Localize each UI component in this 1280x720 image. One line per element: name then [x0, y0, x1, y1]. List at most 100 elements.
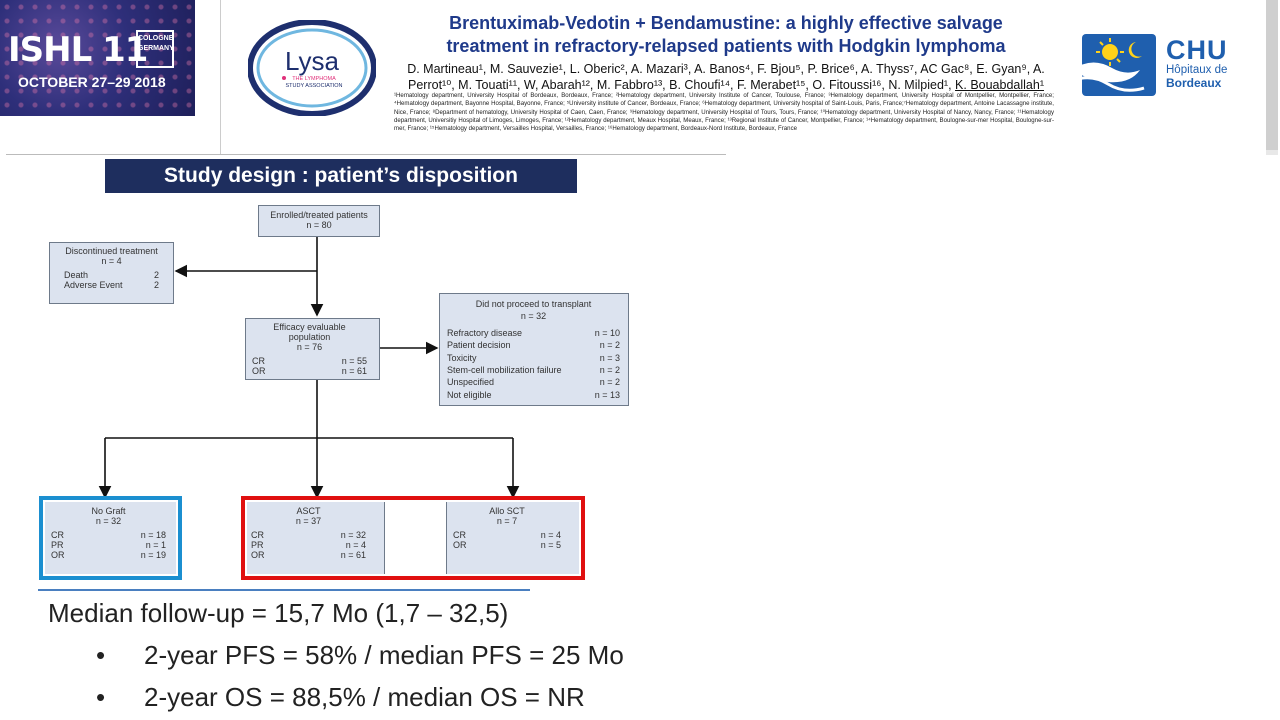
discontinued-row: Death 2 [64, 270, 159, 280]
row-value: 2 [153, 270, 159, 280]
asct-row: PR n = 4 [251, 540, 366, 550]
enrolled-box: Enrolled/treated patients n = 80 [258, 205, 380, 237]
conference-dates: OCTOBER 27–29 2018 [18, 74, 166, 90]
no-transplant-row: Stem-cell mobilization failure n = 2 [447, 364, 620, 376]
row-label: Adverse Event [64, 280, 123, 290]
author-line-2-text: Perrot¹⁰, M. Touati¹¹, W, Abarah¹², M. F… [408, 78, 952, 92]
row-label: PR [51, 540, 64, 550]
result-bullet: • 2-year PFS = 58% / median PFS = 25 Mo [96, 640, 624, 671]
allo-row: OR n = 5 [453, 540, 561, 550]
author-line-1: D. Martineau¹, M. Sauvezie¹, L. Oberic²,… [407, 62, 1045, 76]
chu-line-2: Bordeaux [1166, 76, 1222, 90]
chu-name: CHU [1166, 35, 1228, 65]
lysa-tagline-2: STUDY ASSOCIATION [286, 83, 343, 89]
efficacy-label: Efficacy evaluable population [273, 322, 346, 342]
cropped-ruler-strip [6, 154, 726, 161]
no-transplant-box: Did not proceed to transplant n = 32 Ref… [439, 293, 629, 406]
asct-label: ASCT [296, 506, 321, 516]
decorative-dots [0, 0, 195, 116]
row-label: Unspecified [447, 377, 495, 388]
row-value: n = 10 [594, 327, 620, 338]
allo-sct-box: Allo SCT n = 7 CR n = 4 OR n = 5 [446, 502, 579, 574]
poster-title-line-1: Brentuximab-Vedotin + Bendamustine: a hi… [449, 13, 1003, 33]
asct-row: CR n = 32 [251, 530, 366, 540]
conference-country: GERMANY [138, 45, 174, 52]
discontinued-box: Discontinued treatment n = 4 Death 2 Adve… [49, 242, 174, 304]
efficacy-row: CR n = 55 [252, 356, 367, 366]
allo-row: CR n = 4 [453, 530, 561, 540]
enrolled-n: n = 80 [306, 220, 332, 230]
presenting-author: K. Bouabdallah¹ [955, 78, 1044, 92]
row-value: n = 5 [540, 540, 561, 550]
discontinued-row: Adverse Event 2 [64, 280, 159, 290]
no-graft-label: No Graft [91, 506, 126, 516]
no-transplant-n: n = 32 [520, 311, 547, 322]
row-value: n = 2 [599, 365, 620, 376]
no-graft-row: PR n = 1 [51, 540, 166, 550]
bullet-dot: • [96, 640, 106, 670]
chu-bordeaux-logo-icon [1072, 34, 1156, 96]
study-design-title: Study design : patient’s disposition [105, 159, 577, 193]
allo-n: n = 7 [496, 516, 518, 526]
transplant-outline [241, 496, 585, 580]
discontinued-label: Discontinued treatment [65, 246, 158, 256]
section-divider [38, 589, 530, 591]
row-label: CR [51, 530, 64, 540]
lysa-tagline-1: THE LYMPHOMA [292, 76, 336, 82]
no-transplant-row: Toxicity n = 3 [447, 352, 620, 364]
chu-bordeaux-wordmark: CHU Hôpitaux de Bordeaux [1166, 36, 1228, 90]
bullet-text: 2-year PFS = 58% / median PFS = 25 Mo [144, 640, 624, 670]
no-graft-row: CR n = 18 [51, 530, 166, 540]
row-value: n = 4 [540, 530, 561, 540]
enrolled-label: Enrolled/treated patients [270, 210, 368, 220]
discontinued-n: n = 4 [101, 256, 122, 266]
row-label: PR [251, 540, 264, 550]
row-value: n = 55 [341, 356, 367, 366]
row-value: n = 1 [145, 540, 166, 550]
conference-name: ISHL 11 [8, 30, 148, 70]
row-value: n = 32 [340, 530, 366, 540]
row-value: n = 61 [341, 366, 367, 376]
row-label: OR [51, 550, 65, 560]
efficacy-box: Efficacy evaluable population n = 76 CR n… [245, 318, 380, 380]
row-value: n = 13 [594, 389, 620, 400]
no-graft-row: OR n = 19 [51, 550, 166, 560]
row-label: Patient decision [447, 340, 511, 351]
no-transplant-label: Did not proceed to transplant [475, 299, 592, 309]
header-divider [220, 0, 221, 155]
ishl-conference-logo: ISHL 11 COLOGNE GERMANY OCTOBER 27–29 20… [0, 0, 195, 116]
no-graft-n: n = 32 [95, 516, 122, 526]
row-value: 2 [153, 280, 159, 290]
row-value: n = 19 [140, 550, 166, 560]
no-transplant-row: Unspecified n = 2 [447, 376, 620, 388]
no-graft-outline [39, 496, 182, 580]
row-value: n = 4 [345, 540, 366, 550]
row-value: n = 61 [340, 550, 366, 560]
affiliations: ¹Hematology department, University Hospi… [394, 92, 1054, 133]
lysa-logo-dot [282, 76, 286, 80]
conference-city: COLOGNE [138, 35, 174, 42]
row-label: CR [252, 356, 265, 366]
median-follow-up: Median follow-up = 15,7 Mo (1,7 – 32,5) [48, 598, 509, 628]
allo-label: Allo SCT [489, 506, 525, 516]
poster-header: ISHL 11 COLOGNE GERMANY OCTOBER 27–29 20… [0, 0, 1280, 155]
row-label: Not eligible [447, 389, 492, 400]
lysa-logo-name: Lysa [285, 46, 339, 76]
row-label: OR [252, 366, 266, 376]
asct-n: n = 37 [295, 516, 322, 526]
row-label: CR [453, 530, 466, 540]
row-value: n = 2 [599, 340, 620, 351]
efficacy-n: n = 76 [296, 342, 323, 352]
vertical-scrollbar-thumb[interactable] [1266, 0, 1278, 150]
poster-title-line-2: treatment in refractory-relapsed patient… [446, 36, 1006, 56]
row-label: CR [251, 530, 264, 540]
row-value: n = 2 [599, 377, 620, 388]
bullet-dot: • [96, 682, 106, 712]
asct-row: OR n = 61 [251, 550, 366, 560]
lysa-logo: Lysa THE LYMPHOMA STUDY ASSOCIATION [248, 20, 376, 116]
row-label: Toxicity [447, 352, 477, 363]
no-transplant-row: Not eligible n = 13 [447, 389, 620, 401]
conference-city-badge: COLOGNE GERMANY [136, 30, 174, 68]
row-label: Refractory disease [447, 327, 523, 338]
